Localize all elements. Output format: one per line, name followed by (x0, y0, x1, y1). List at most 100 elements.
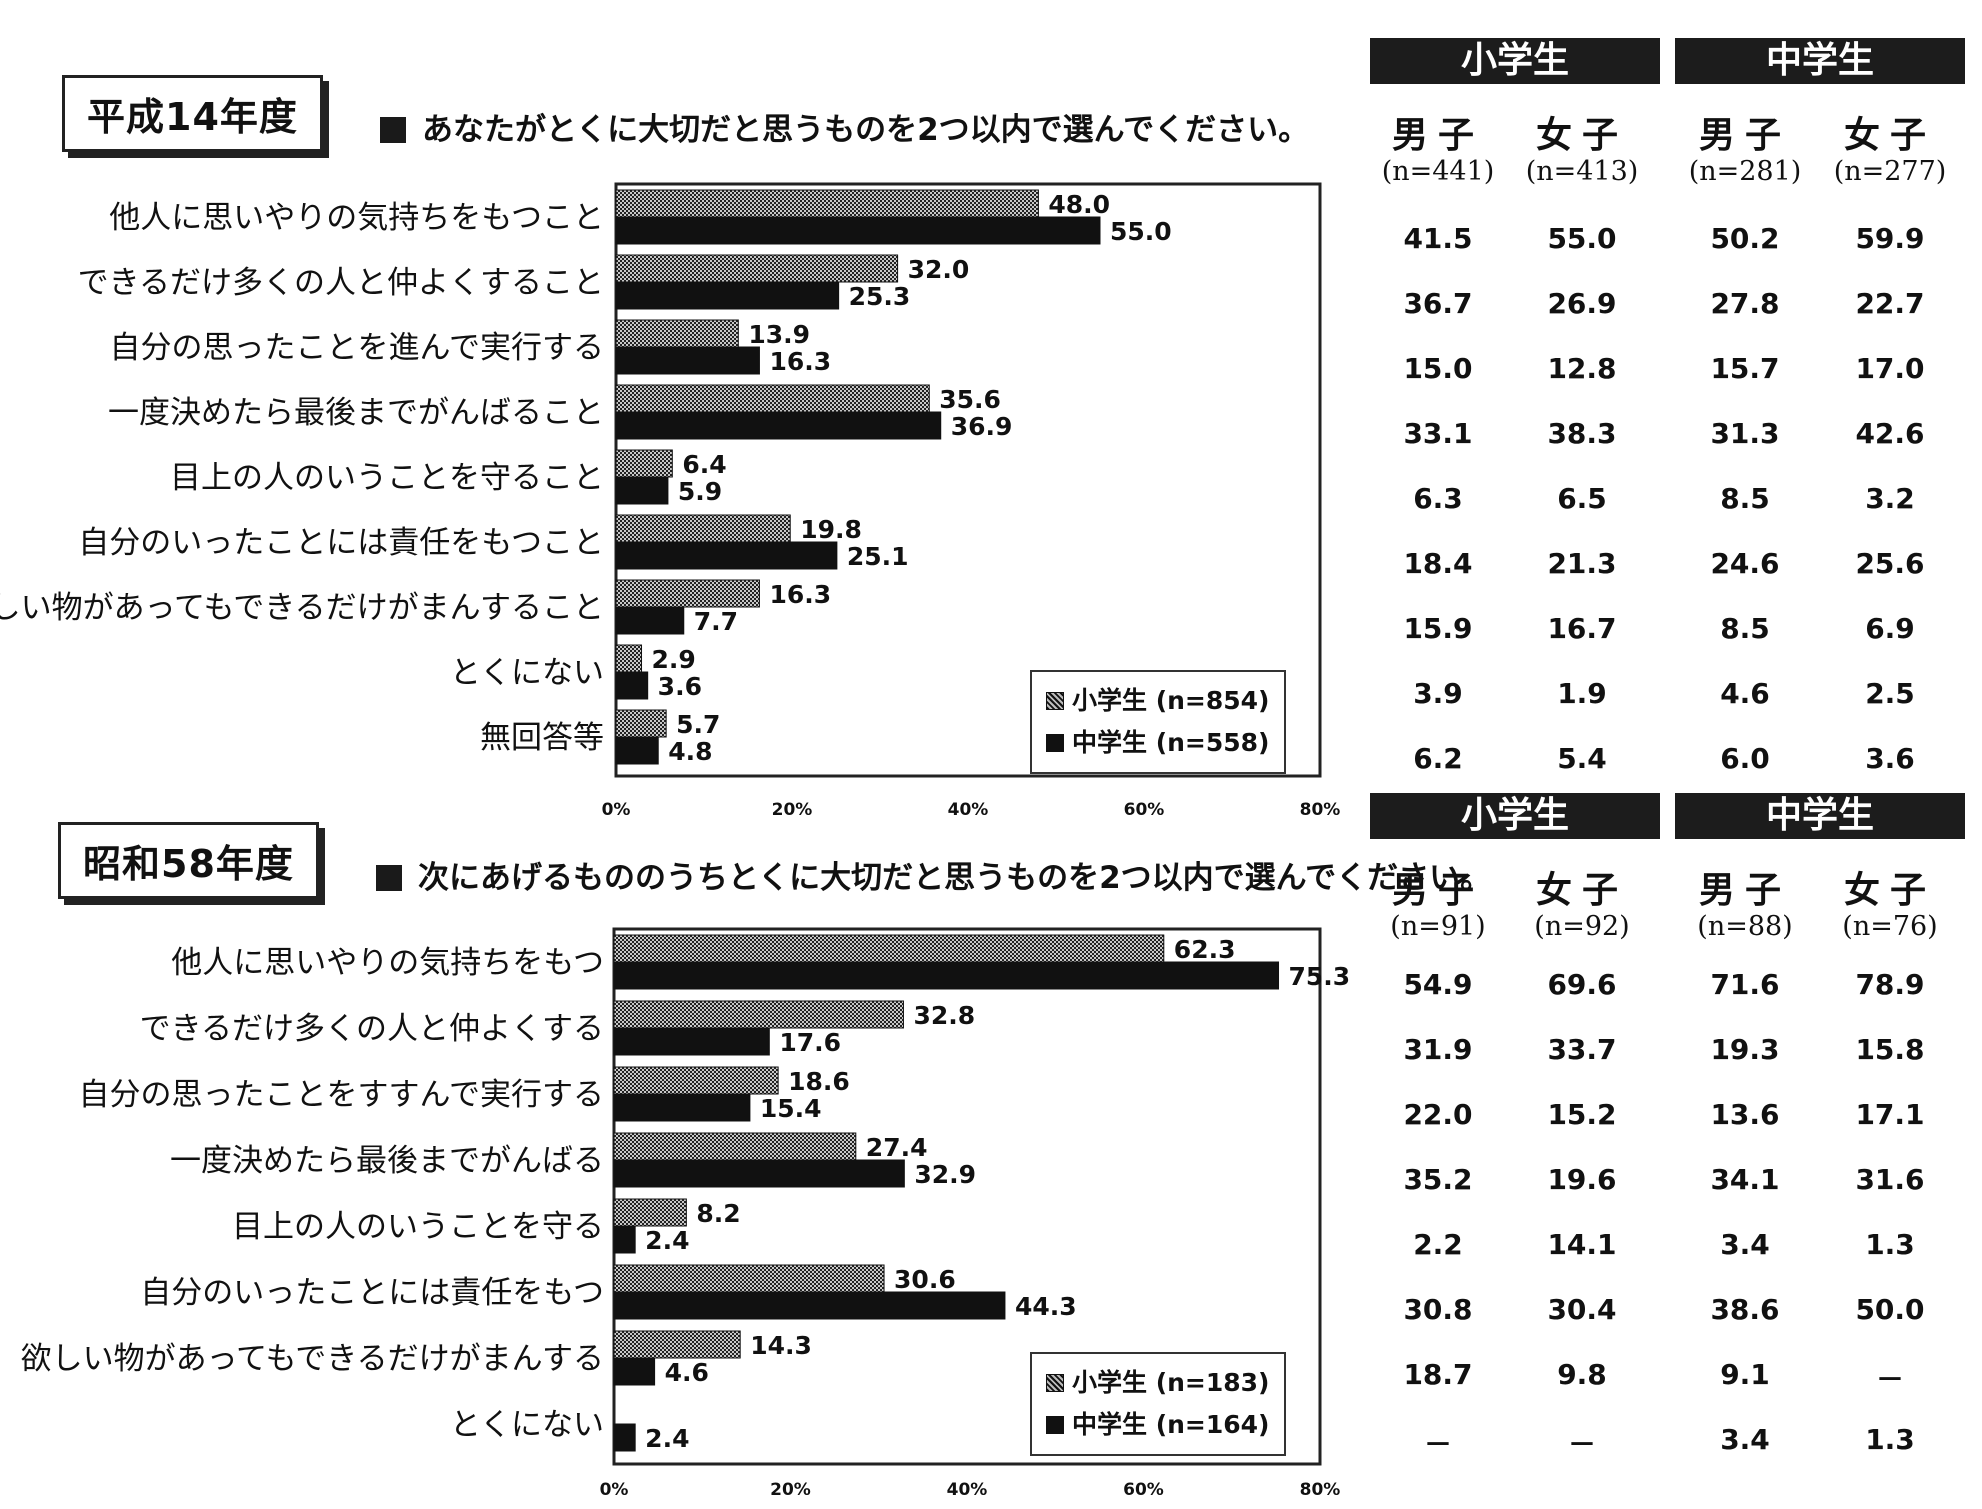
data-label: 2.4 (645, 1226, 689, 1255)
category-label: 一度決めたら最後までがんばる (170, 1143, 604, 1179)
category-label: 他人に思いやりの気持ちをもつ (171, 945, 604, 981)
data-label: 18.6 (788, 1067, 850, 1096)
table-cell: 50.0 (1855, 1293, 1925, 1326)
table-cell: 25.6 (1855, 547, 1925, 580)
data-label: 27.4 (866, 1133, 928, 1162)
table-cell: － (1875, 1363, 1904, 1396)
table-cell: 16.7 (1547, 612, 1617, 645)
table-cell: 18.4 (1403, 547, 1473, 580)
solid-swatch-icon (1046, 1416, 1064, 1434)
x-tick-label: 60% (1123, 1480, 1164, 1500)
category-label: 自分のいったことには責任をもつ (140, 1275, 604, 1311)
legend-item-elementary: 小学生 (n=183) (1046, 1362, 1270, 1404)
data-label: 48.0 (1048, 190, 1110, 219)
section-h14: 平成14年度 あなたがとくに大切だと思うものを2つ以内で選んでください。 他人に… (0, 38, 1965, 820)
data-label: 35.6 (939, 385, 1001, 414)
bar-elementary (613, 1198, 687, 1227)
table-cell: 1.9 (1557, 677, 1607, 710)
data-label: 62.3 (1174, 935, 1236, 964)
x-tick-label: 80% (1299, 1480, 1341, 1500)
bar-junior-high (615, 281, 840, 310)
table-cell: 30.4 (1547, 1293, 1617, 1326)
category-label: 目上の人のいうことを守る (232, 1209, 604, 1245)
table-cell: 21.3 (1547, 547, 1617, 580)
table-group-header: 中学生 (1675, 38, 1965, 84)
table-cell: 27.8 (1710, 287, 1780, 320)
table-cell: 31.3 (1710, 417, 1780, 450)
bar-elementary (613, 1000, 904, 1029)
data-label: 4.8 (668, 737, 712, 766)
bar-junior-high (613, 1093, 751, 1122)
table-cell: 15.7 (1710, 352, 1780, 385)
chart-legend: 小学生 (n=854) 中学生 (n=558) (1030, 670, 1286, 774)
category-label: とくにない (449, 655, 604, 691)
table-cell: 38.3 (1547, 417, 1617, 450)
category-label: 自分の思ったことをすすんで実行する (78, 1077, 604, 1113)
sample-size: (n=92) (1534, 911, 1630, 942)
plot-frame (612, 927, 1322, 1466)
table-cell: － (1567, 1428, 1596, 1461)
table-cell: 15.0 (1403, 352, 1473, 385)
data-label: 30.6 (894, 1265, 956, 1294)
bar-elementary (613, 1132, 857, 1161)
data-label: 6.4 (682, 450, 726, 479)
table-cell: 41.5 (1403, 222, 1473, 255)
category-label: 自分のいったことには責任をもつこと (78, 525, 604, 561)
table-cell: 6.0 (1720, 742, 1770, 775)
table-cell: 4.6 (1720, 677, 1770, 710)
data-label: 32.0 (908, 255, 970, 284)
bar-junior-high (615, 411, 942, 440)
category-label: できるだけ多くの人と仲よくすること (77, 265, 604, 301)
x-tick-label: 0% (601, 800, 631, 820)
bar-junior-high (613, 1291, 1006, 1320)
table-cell: 22.0 (1403, 1098, 1473, 1131)
table-cell: 6.9 (1865, 612, 1915, 645)
category-label: とくにない (449, 1407, 604, 1443)
sample-size: (n=281) (1688, 156, 1802, 187)
table-cell: 17.1 (1855, 1098, 1925, 1131)
question-text: あなたがとくに大切だと思うものを2つ以内で選んでください。 (380, 104, 1309, 149)
data-label: 16.3 (769, 347, 831, 376)
category-label: 欲しい物があってもできるだけがまんする (20, 1341, 604, 1377)
legend-item-junior-high: 中学生 (n=558) (1046, 722, 1270, 764)
data-label: 32.9 (914, 1160, 976, 1189)
x-tick-label: 40% (947, 800, 989, 820)
bar-junior-high (615, 346, 760, 375)
bar-junior-high (615, 736, 659, 765)
bar-elementary (615, 319, 739, 348)
x-tick-label: 80% (1299, 800, 1341, 820)
gender-header: 女子 (1535, 870, 1628, 911)
bar-junior-high (613, 1225, 636, 1254)
bar-elementary (615, 579, 760, 608)
data-label: 5.7 (676, 710, 720, 739)
table-cell: 6.2 (1413, 742, 1463, 775)
year-label: 昭和58年度 (58, 822, 319, 899)
category-label: 他人に思いやりの気持ちをもつこと (109, 200, 604, 236)
table-cell: 78.9 (1855, 968, 1925, 1001)
bar-junior-high (615, 541, 838, 570)
data-label: 44.3 (1015, 1292, 1077, 1321)
sample-size: (n=277) (1833, 156, 1947, 187)
sample-size: (n=88) (1697, 911, 1793, 942)
data-label: 17.6 (779, 1028, 841, 1057)
bar-junior-high (615, 671, 649, 700)
gender-header: 女子 (1535, 115, 1628, 156)
data-label: 25.3 (849, 282, 911, 311)
sample-size: (n=441) (1381, 156, 1495, 187)
question-label: 次にあげるもののうちとくに大切だと思うものを2つ以内で選んでください。 (418, 860, 1492, 896)
x-tick-label: 40% (946, 1480, 988, 1500)
table-cell: 15.2 (1547, 1098, 1617, 1131)
bar-chart: 62.375.332.817.618.615.427.432.98.22.430… (612, 927, 1350, 1466)
table-cell: 12.8 (1547, 352, 1617, 385)
table-cell: 2.5 (1865, 677, 1915, 710)
table-cell: 3.4 (1720, 1423, 1770, 1456)
gender-header: 男子 (1391, 870, 1484, 911)
chart-legend: 小学生 (n=183) 中学生 (n=164) (1030, 1352, 1286, 1456)
data-label: 36.9 (951, 412, 1013, 441)
bar-junior-high (613, 961, 1280, 990)
table-cell: 18.7 (1403, 1358, 1473, 1391)
table-cell: 14.1 (1547, 1228, 1617, 1261)
bar-elementary (613, 1330, 741, 1359)
table-cell: 55.0 (1547, 222, 1617, 255)
